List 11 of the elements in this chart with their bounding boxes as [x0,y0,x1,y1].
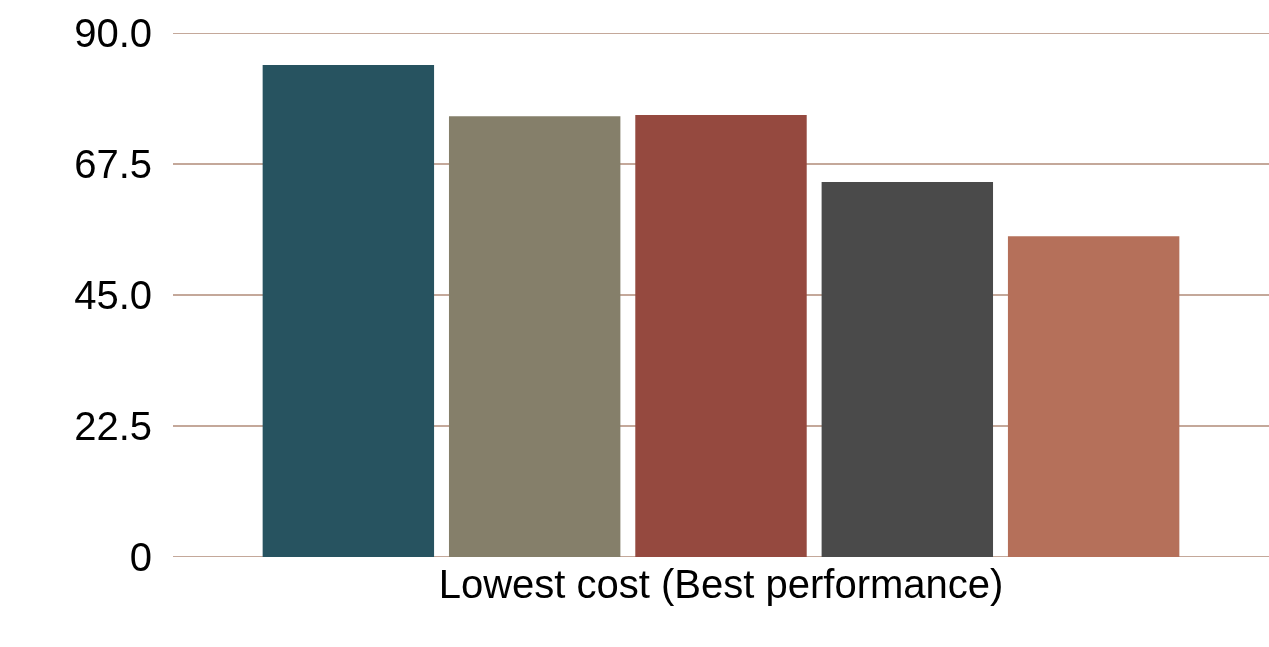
y-tick-label: 22.5 [74,404,152,448]
bar [448,116,621,557]
bar [262,65,435,557]
x-tick-label: Lowest cost (Best performance) [438,562,1004,606]
bar [635,115,807,557]
bar [1007,236,1180,557]
y-tick-label: 67.5 [74,142,152,186]
y-tick-label: 0 [129,535,152,579]
y-tick-label: 90.0 [74,11,152,55]
bar [821,182,994,557]
y-tick-label: 45.0 [74,273,152,317]
